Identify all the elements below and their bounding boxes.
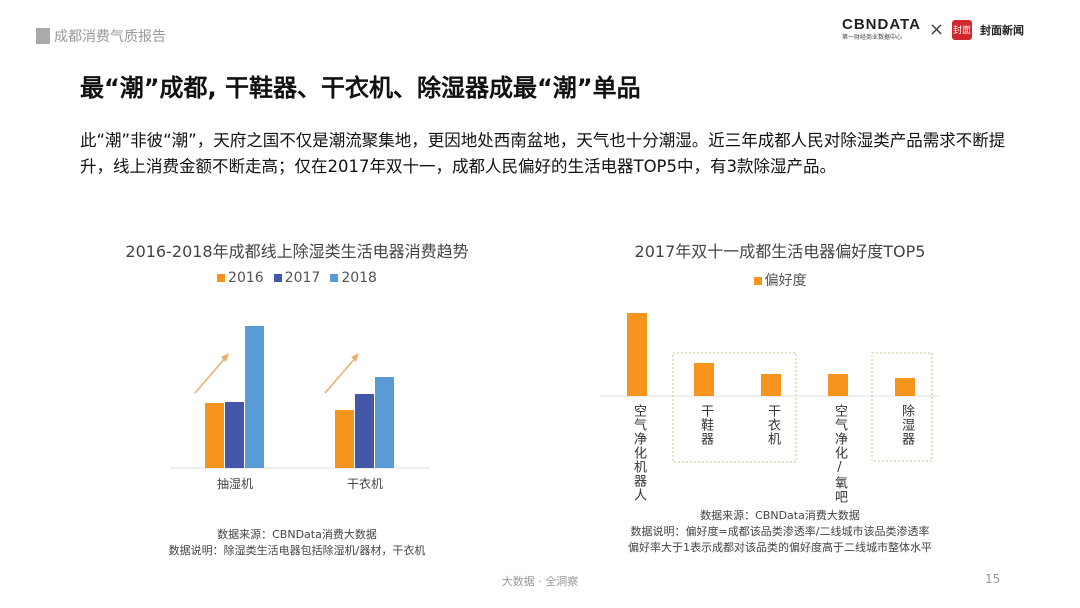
cbndata-logo: CBNDATA 第一财经商业数据中心 bbox=[842, 16, 921, 41]
partner-logo-text: 封面新闻 bbox=[980, 23, 1025, 37]
legend-item: 2018 bbox=[330, 270, 377, 286]
section-label: 成都消费气质报告 bbox=[36, 26, 166, 46]
section-text: 成都消费气质报告 bbox=[54, 29, 166, 45]
chart1-legend: 2016 2017 2018 bbox=[117, 270, 477, 286]
legend-swatch bbox=[753, 277, 762, 285]
bar-干衣机 bbox=[761, 374, 781, 396]
legend-item: 偏好度 bbox=[753, 270, 807, 290]
trend-arrowhead-icon bbox=[351, 353, 359, 362]
cross-icon: × bbox=[928, 19, 945, 40]
chart2-legend: 偏好度 bbox=[600, 270, 960, 290]
category-label: 除湿器 bbox=[899, 404, 914, 446]
trend-arrow-icon bbox=[324, 355, 358, 394]
logos: CBNDATA 第一财经商业数据中心 × 封面 封面新闻 bbox=[842, 16, 1025, 41]
category-label: 空气净化/氧吧 bbox=[832, 404, 847, 504]
category-label: 干衣机 bbox=[347, 476, 383, 491]
cbn-logo-sub: 第一财经商业数据中心 bbox=[842, 34, 903, 41]
category-label: 干鞋器 bbox=[698, 404, 713, 446]
category-label: 空气净化机器人 bbox=[631, 404, 646, 502]
legend-swatch bbox=[330, 274, 339, 282]
bar-干衣机-2018 bbox=[375, 377, 394, 468]
footer-tagline: 大数据 · 全洞察 bbox=[501, 575, 579, 588]
body-text: 此“潮”非彼“潮”，天府之国不仅是潮流聚集地，更因地处西南盆地，天气也十分潮湿。… bbox=[80, 131, 1006, 176]
chart2-desc: 数据说明：偏好度=成都该品类渗透率/二线城市该品类渗透率 bbox=[630, 525, 930, 538]
legend-label: 偏好度 bbox=[764, 273, 807, 289]
legend-label: 2016 bbox=[228, 270, 264, 286]
trend-arrow-icon bbox=[194, 355, 228, 394]
bar-干衣机-2016 bbox=[335, 410, 354, 468]
bar-除湿器 bbox=[895, 378, 915, 396]
category-label: 干衣机 bbox=[765, 404, 780, 446]
trend-arrowhead-icon bbox=[221, 353, 229, 362]
chart2-note: 数据来源：CBNData消费大数据 数据说明：偏好度=成都该品类渗透率/二线城市… bbox=[600, 508, 960, 556]
category-label: 抽湿机 bbox=[217, 476, 253, 491]
bar-干鞋器 bbox=[694, 363, 714, 396]
legend-swatch bbox=[273, 274, 282, 282]
page-title: 最“潮”成都, 干鞋器、干衣机、除湿器成最“潮”单品 bbox=[80, 74, 641, 102]
highlight-box bbox=[672, 352, 797, 463]
legend-item: 2017 bbox=[273, 270, 321, 286]
bar-抽湿机-2016 bbox=[205, 403, 224, 468]
highlight-box bbox=[871, 352, 933, 462]
chart1-desc: 数据说明：除湿类生活电器包括除湿机/器材，干衣机 bbox=[168, 544, 426, 557]
bar-抽湿机-2018 bbox=[245, 326, 264, 468]
chart1-source: 数据来源：CBNData消费大数据 bbox=[217, 528, 377, 541]
page-number: 15 bbox=[985, 572, 1001, 586]
chart2-desc2: 偏好率大于1表示成都对该品类的偏好度高于二线城市整体水平 bbox=[628, 541, 932, 554]
legend-label: 2018 bbox=[341, 270, 377, 286]
chart2-title: 2017年双十一成都生活电器偏好度TOP5 bbox=[634, 242, 926, 261]
section-marker bbox=[36, 28, 50, 44]
legend-item: 2016 bbox=[217, 270, 264, 286]
chart2-source: 数据来源：CBNData消费大数据 bbox=[700, 509, 860, 522]
legend-swatch bbox=[217, 274, 226, 282]
bar-抽湿机-2017 bbox=[225, 402, 244, 468]
partner-logo-mark: 封面 bbox=[952, 19, 973, 40]
chart1-note: 数据来源：CBNData消费大数据 数据说明：除湿类生活电器包括除湿机/器材，干… bbox=[117, 527, 477, 559]
chart1-title: 2016-2018年成都线上除湿类生活电器消费趋势 bbox=[125, 242, 469, 261]
bar-干衣机-2017 bbox=[355, 394, 374, 468]
bar-空气净化/氧吧 bbox=[828, 374, 848, 396]
legend-label: 2017 bbox=[284, 270, 321, 286]
cbn-logo-text: CBNDATA bbox=[842, 16, 921, 33]
bar-空气净化机器人 bbox=[627, 313, 647, 396]
